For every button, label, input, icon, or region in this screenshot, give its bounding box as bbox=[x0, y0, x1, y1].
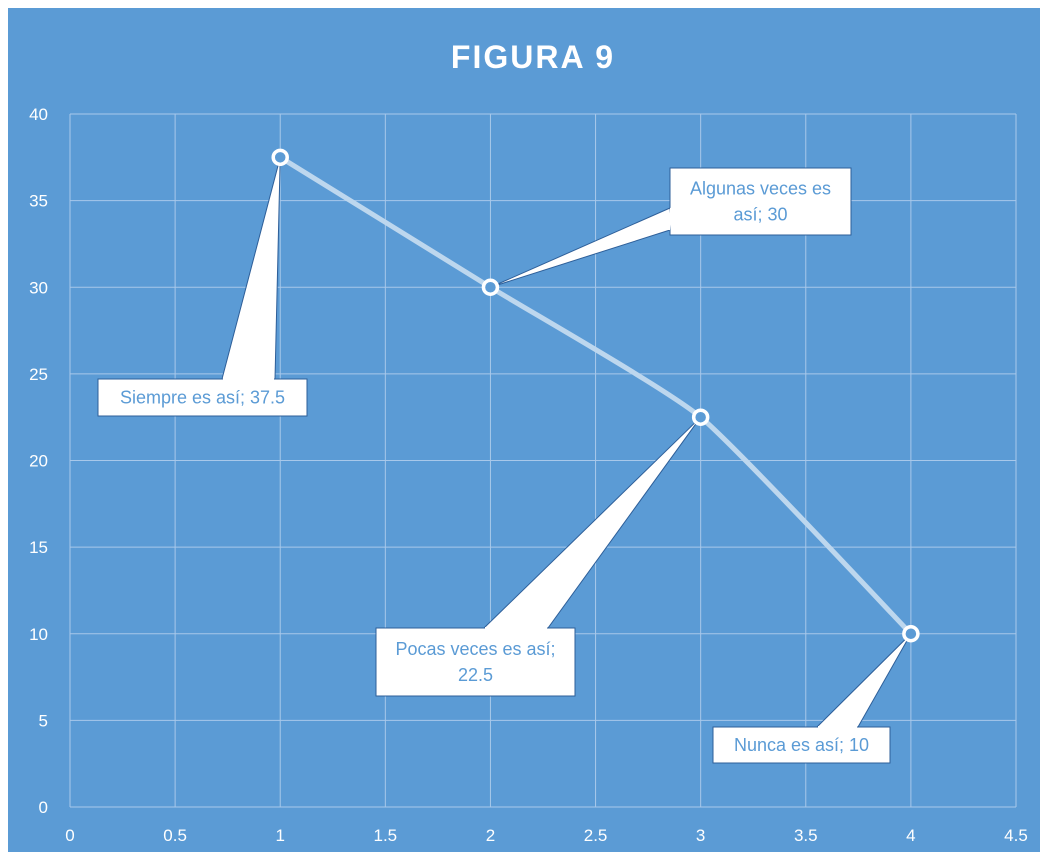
data-point-marker bbox=[902, 625, 920, 643]
series-line bbox=[277, 154, 914, 637]
x-tick-label: 0.5 bbox=[163, 826, 187, 845]
y-tick-label: 35 bbox=[29, 192, 48, 211]
chart-background bbox=[8, 8, 1040, 852]
x-tick-label: 1.5 bbox=[374, 826, 398, 845]
data-callout: Siempre es así; 37.5 bbox=[97, 157, 308, 417]
callout-box bbox=[712, 726, 891, 764]
series-line-path bbox=[277, 154, 914, 637]
x-tick-label: 3 bbox=[696, 826, 705, 845]
callout-box bbox=[669, 167, 852, 236]
data-callout: Pocas veces es así; 22.5 bbox=[375, 416, 702, 697]
data-callout: Nunca es así; 10 bbox=[712, 633, 912, 764]
data-label: Algunas veces es bbox=[690, 179, 831, 199]
data-point-marker bbox=[481, 278, 500, 296]
data-label: Nunca es así; 10 bbox=[734, 735, 869, 755]
series-markers bbox=[271, 148, 920, 643]
data-point-marker bbox=[691, 408, 710, 426]
callout-box bbox=[375, 627, 576, 697]
data-callouts: Siempre es así; 37.5 Algunas veces es así;… bbox=[97, 157, 912, 764]
x-tick-label: 3.5 bbox=[794, 826, 818, 845]
callout-joint bbox=[668, 207, 672, 231]
y-tick-label: 40 bbox=[29, 105, 48, 124]
y-tick-label: 0 bbox=[39, 798, 48, 817]
x-tick-label: 2.5 bbox=[584, 826, 608, 845]
x-tick-label: 0 bbox=[65, 826, 74, 845]
x-tick-label: 2 bbox=[486, 826, 495, 845]
data-callout: Algunas veces es así; 30 bbox=[490, 167, 852, 288]
data-label: 22.5 bbox=[458, 665, 493, 685]
x-tick-label: 1 bbox=[275, 826, 284, 845]
y-tick-label: 30 bbox=[29, 278, 48, 297]
data-label: Siempre es así; 37.5 bbox=[120, 388, 285, 408]
chart-title: FIGURA 9 bbox=[451, 39, 615, 75]
x-tick-label: 4 bbox=[906, 826, 915, 845]
y-tick-label: 5 bbox=[39, 711, 48, 730]
x-tick-label: 4.5 bbox=[1004, 826, 1028, 845]
y-tick-label: 20 bbox=[29, 452, 48, 471]
y-tick-label: 15 bbox=[29, 538, 48, 557]
y-tick-label: 10 bbox=[29, 625, 48, 644]
data-label: así; 30 bbox=[733, 205, 787, 225]
data-point-marker bbox=[271, 148, 289, 167]
data-label: Pocas veces es así; bbox=[395, 639, 555, 659]
callout-box bbox=[97, 378, 308, 417]
y-tick-label: 25 bbox=[29, 365, 48, 384]
